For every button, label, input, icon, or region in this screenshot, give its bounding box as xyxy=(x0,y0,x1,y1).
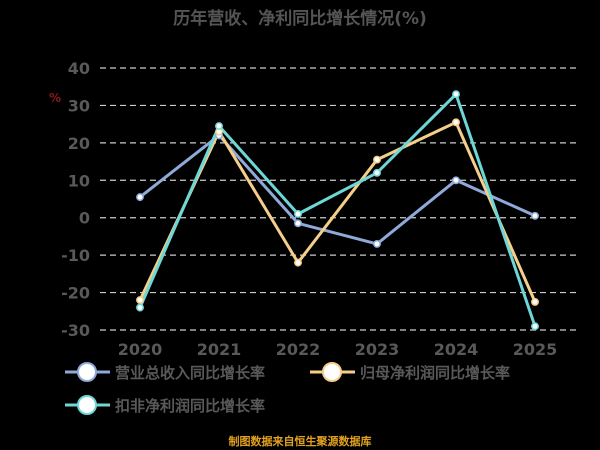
y-tick-label: 0 xyxy=(79,209,90,228)
x-tick-labels: 2020 2021 2022 2023 2024 2025 xyxy=(118,340,558,359)
data-point xyxy=(373,239,381,248)
chart-title: 历年营收、净利同比增长情况(%) xyxy=(173,8,427,29)
x-tick-label: 2021 xyxy=(197,340,242,359)
x-tick-label: 2022 xyxy=(276,340,321,359)
y-tick-label: 10 xyxy=(68,171,90,190)
data-point xyxy=(452,176,460,185)
x-tick-label: 2024 xyxy=(434,340,479,359)
legend-label: 归母净利润同比增长率 xyxy=(360,364,510,382)
data-point xyxy=(294,219,302,228)
data-point xyxy=(531,322,539,331)
data-point xyxy=(136,296,144,305)
data-point xyxy=(294,210,302,218)
legend-swatch-marker xyxy=(77,362,97,382)
data-point xyxy=(136,193,144,202)
data-point xyxy=(373,155,381,164)
y-tick-label: 20 xyxy=(68,134,90,153)
data-point xyxy=(452,90,460,99)
x-tick-label: 2025 xyxy=(513,340,558,359)
series-lines xyxy=(138,92,537,327)
series-line xyxy=(139,133,536,246)
y-tick-label: 40 xyxy=(68,59,90,78)
data-point xyxy=(136,303,144,312)
x-tick-label: 2023 xyxy=(355,340,400,359)
gridlines xyxy=(100,67,580,331)
legend-swatch-marker xyxy=(77,395,97,415)
y-tick-label: 30 xyxy=(68,96,90,115)
source-note: 制图数据来自恒生聚源数据库 xyxy=(229,434,372,448)
y-axis-label: % xyxy=(49,91,61,105)
legend-label: 营业总收入同比增长率 xyxy=(115,364,265,382)
y-tick-label: -20 xyxy=(61,284,90,303)
data-point xyxy=(452,118,460,127)
data-point xyxy=(294,258,302,267)
series-line xyxy=(138,92,537,327)
y-tick-label: -30 xyxy=(61,321,90,340)
legend-label: 扣非净利润同比增长率 xyxy=(115,397,265,415)
y-tick-labels: 40 30 20 10 0 -10 -20 -30 xyxy=(61,59,90,340)
y-tick-label: -10 xyxy=(61,246,90,265)
legend-swatch-marker xyxy=(322,362,342,382)
x-tick-label: 2020 xyxy=(118,340,163,359)
data-point xyxy=(215,122,223,130)
data-point xyxy=(531,297,539,306)
series-points xyxy=(136,90,539,331)
data-point xyxy=(373,168,381,177)
data-point xyxy=(531,211,539,220)
